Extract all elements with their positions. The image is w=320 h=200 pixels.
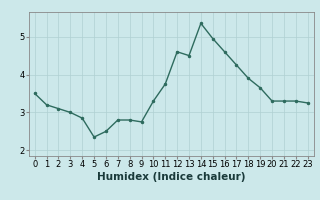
X-axis label: Humidex (Indice chaleur): Humidex (Indice chaleur)	[97, 172, 245, 182]
